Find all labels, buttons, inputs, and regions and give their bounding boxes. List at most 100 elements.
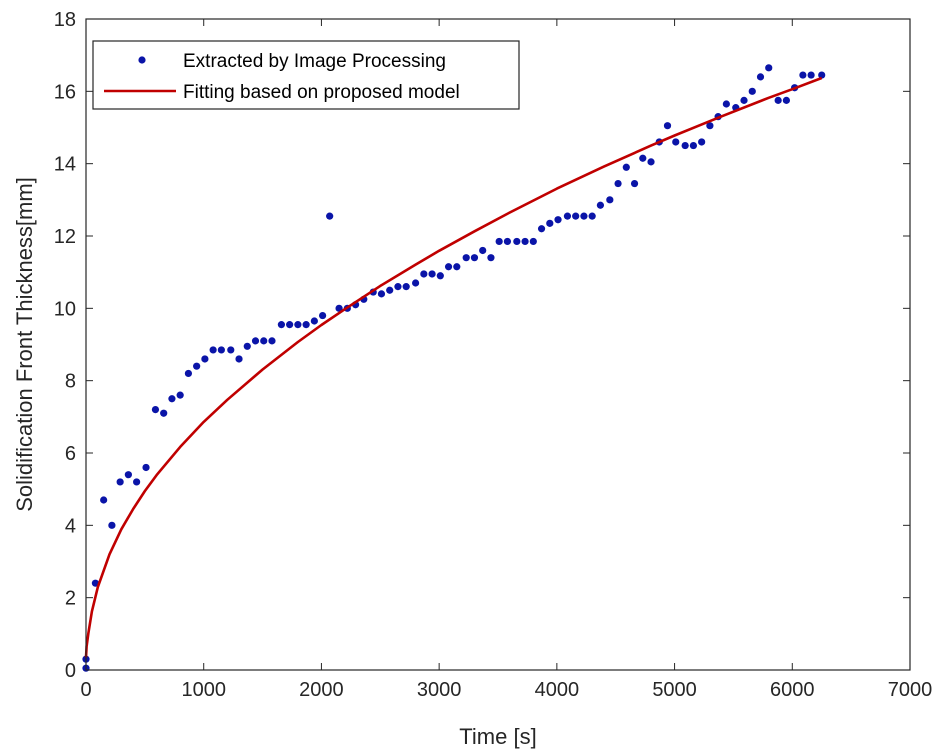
scatter-point	[639, 154, 647, 162]
y-tick-label: 2	[65, 588, 76, 610]
scatter-point	[260, 337, 268, 345]
scatter-point	[513, 237, 521, 246]
series-layer	[82, 64, 826, 672]
scatter-point	[394, 283, 402, 291]
scatter-point	[622, 163, 630, 171]
scatter-point	[521, 237, 529, 246]
scatter-point	[580, 212, 588, 220]
scatter-point	[209, 346, 217, 354]
scatter-point	[596, 201, 605, 209]
x-tick-label: 5000	[652, 679, 697, 701]
legend-entry-fit: Fitting based on proposed model	[183, 82, 460, 103]
scatter-point	[402, 283, 410, 291]
scatter-point	[470, 254, 479, 262]
scatter-point	[554, 216, 562, 224]
scatter-point	[453, 263, 461, 271]
scatter-point	[807, 71, 815, 79]
axes-frame	[85, 18, 911, 671]
scatter-point	[227, 346, 235, 354]
legend-marker-scatter	[138, 56, 146, 64]
scatter-point	[740, 96, 748, 104]
scatter-point	[386, 286, 394, 294]
scatter-point	[100, 496, 108, 504]
scatter-point	[756, 73, 765, 81]
scatter-point	[160, 409, 168, 417]
x-tick-label: 0	[80, 679, 91, 701]
axis-ticks: 0 1000 2000 3000 4000 5000 6000 7000 0 2 4 6 8 10 12 14…	[54, 9, 933, 701]
y-axis-label: Solidification Front Thickness[mm]	[12, 177, 37, 512]
scatter-point	[217, 346, 225, 354]
scatter-point	[503, 237, 512, 246]
scatter-point	[495, 237, 503, 246]
scatter-point	[326, 212, 334, 220]
scatter-point	[689, 141, 698, 150]
scatter-point	[572, 212, 580, 220]
y-tick-label: 4	[65, 515, 76, 537]
scatter-point	[116, 478, 124, 486]
scatter-point	[243, 342, 251, 350]
scatter-point	[444, 263, 453, 271]
scatter-point	[108, 521, 116, 529]
scatter-point	[277, 321, 286, 329]
y-tick-label: 8	[65, 371, 76, 393]
legend-box	[92, 40, 520, 110]
y-tick-label: 0	[65, 660, 76, 682]
scatter-point	[377, 290, 386, 298]
x-axis-label: Time [s]	[459, 724, 536, 749]
x-tick-label: 2000	[299, 679, 344, 701]
scatter-point	[176, 391, 184, 399]
scatter-point	[142, 463, 150, 472]
scatter-point	[614, 179, 622, 188]
scatter-point	[319, 311, 327, 320]
scatter-point	[818, 71, 826, 79]
scatter-point	[663, 122, 672, 130]
scatter-point	[436, 272, 444, 280]
scatter-point	[133, 478, 141, 486]
scatter-point	[462, 254, 470, 262]
y-tick-label: 10	[54, 298, 76, 320]
scatter-point	[235, 355, 243, 363]
scatter-point	[706, 122, 714, 130]
scatter-point	[563, 212, 572, 220]
scatter-point	[606, 196, 614, 204]
scatter-point	[588, 212, 596, 220]
x-tick-label: 7000	[888, 679, 933, 701]
scatter-point	[722, 100, 730, 108]
scatter-point	[201, 355, 209, 363]
scatter-point	[310, 317, 318, 325]
scatter-point	[294, 321, 302, 329]
x-tick-label: 6000	[770, 679, 815, 701]
scatter-point	[529, 237, 537, 246]
y-tick-label: 12	[54, 226, 76, 248]
scatter-point	[782, 96, 791, 104]
scatter-point	[748, 87, 756, 95]
scatter-point	[765, 64, 773, 72]
scatter-point	[302, 321, 310, 329]
y-tick-label: 18	[54, 9, 76, 31]
scatter-point	[412, 279, 420, 287]
y-tick-label: 6	[65, 443, 76, 465]
scatter-point	[335, 304, 343, 312]
scatter-point	[487, 254, 495, 262]
scatter-point	[193, 362, 201, 370]
scatter-point	[672, 138, 680, 146]
scatter-point	[799, 71, 807, 79]
scatter-point	[537, 225, 546, 233]
y-tick-label: 14	[54, 154, 76, 176]
legend-entry-scatter: Extracted by Image Processing	[183, 51, 446, 72]
scatter-point	[698, 138, 706, 146]
scatter-point	[420, 270, 428, 278]
scatter-point	[479, 246, 487, 255]
scatter-point	[630, 179, 639, 188]
x-tick-label: 4000	[535, 679, 580, 701]
scatter-point	[124, 471, 132, 479]
x-tick-label: 1000	[181, 679, 226, 701]
x-tick-label: 3000	[417, 679, 462, 701]
scatter-point	[251, 337, 260, 345]
scatter-point	[151, 406, 160, 414]
fit-line	[84, 76, 823, 658]
scatter-point	[168, 395, 176, 403]
scatter-point	[546, 219, 554, 227]
